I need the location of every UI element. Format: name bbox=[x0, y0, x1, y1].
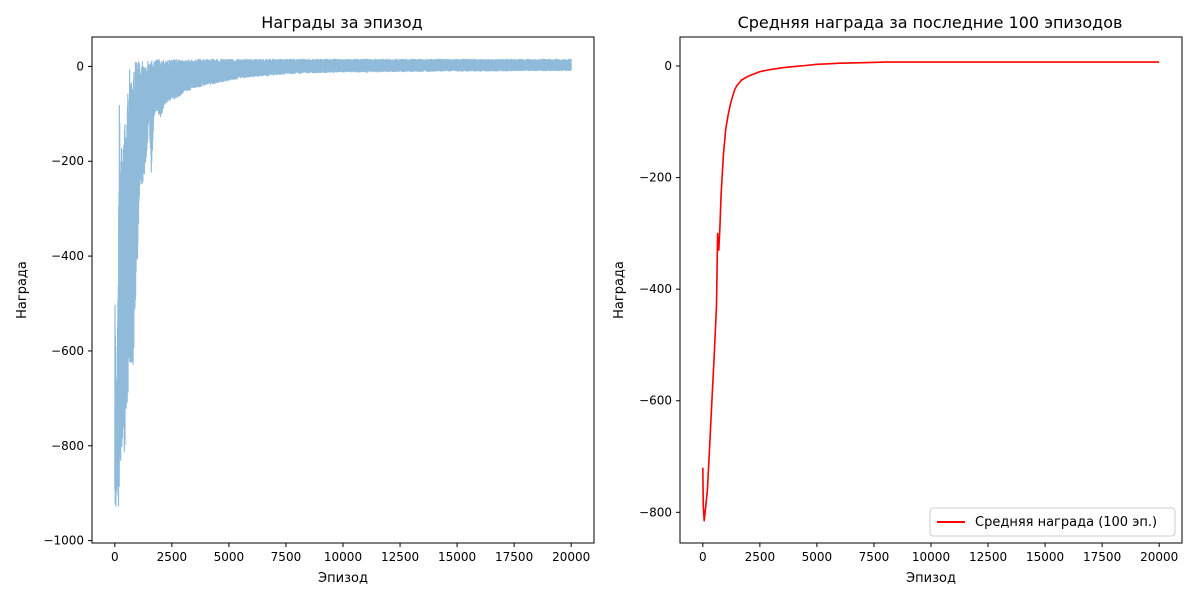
y-tick-label: 0 bbox=[664, 59, 672, 73]
x-tick-label: 5000 bbox=[214, 550, 245, 564]
y-tick-label: −800 bbox=[639, 505, 672, 519]
x-tick-label: 10000 bbox=[324, 550, 362, 564]
y-tick-label: −1000 bbox=[43, 534, 84, 548]
x-tick-label: 20000 bbox=[552, 550, 590, 564]
x-tick-label: 15000 bbox=[438, 550, 476, 564]
x-tick-label: 2500 bbox=[157, 550, 188, 564]
x-tick-label: 0 bbox=[699, 550, 707, 564]
y-tick-label: −200 bbox=[51, 154, 84, 168]
y-tick-label: −600 bbox=[639, 394, 672, 408]
x-axis: 0 2500 5000 7500 10000 12500 15000 17500 20000 bbox=[699, 543, 1178, 564]
x-tick-label: 7500 bbox=[271, 550, 302, 564]
x-tick-label: 17500 bbox=[1083, 550, 1121, 564]
chart-rewards-per-episode: Награды за эпизод 0 2500 5000 7500 10000 1250… bbox=[15, 13, 595, 586]
x-tick-label: 12500 bbox=[969, 550, 1007, 564]
x-tick-label: 20000 bbox=[1140, 550, 1178, 564]
x-tick-label: 2500 bbox=[745, 550, 776, 564]
plot-area bbox=[114, 58, 572, 507]
x-tick-label: 10000 bbox=[912, 550, 950, 564]
series-line bbox=[702, 61, 1160, 522]
x-tick-label: 5000 bbox=[802, 550, 833, 564]
y-tick-label: −400 bbox=[639, 282, 672, 296]
x-tick-label: 0 bbox=[111, 550, 119, 564]
x-axis-label: Эпизод bbox=[906, 571, 956, 586]
x-axis: 0 2500 5000 7500 10000 12500 15000 17500 20000 bbox=[111, 543, 590, 564]
x-tick-label: 7500 bbox=[859, 550, 890, 564]
y-tick-label: 0 bbox=[76, 59, 84, 73]
y-axis: −1000 −800 −600 −400 −200 0 bbox=[43, 59, 92, 548]
legend-box bbox=[929, 507, 1176, 537]
chart-title: Средняя награда за последние 100 эпизодо… bbox=[738, 13, 1123, 32]
y-tick-label: −200 bbox=[639, 171, 672, 185]
series-line bbox=[114, 58, 572, 507]
y-tick-label: −600 bbox=[51, 344, 84, 358]
legend: Средняя награда (100 эп.) bbox=[929, 507, 1176, 537]
y-axis-label: Награда bbox=[15, 261, 30, 319]
y-axis: −800 −600 −400 −200 0 bbox=[639, 59, 680, 519]
x-tick-label: 15000 bbox=[1026, 550, 1064, 564]
x-tick-label: 17500 bbox=[495, 550, 533, 564]
chart-average-reward-100: Средняя награда за последние 100 эпизодо… bbox=[612, 13, 1183, 586]
x-tick-label: 12500 bbox=[381, 550, 419, 564]
chart-title: Награды за эпизод bbox=[261, 13, 422, 32]
y-tick-label: −400 bbox=[51, 249, 84, 263]
x-axis-label: Эпизод bbox=[318, 571, 368, 586]
plot-area bbox=[702, 61, 1160, 522]
y-axis-label: Награда bbox=[612, 261, 627, 319]
legend-label: Средняя награда (100 эп.) bbox=[975, 515, 1157, 530]
y-tick-label: −800 bbox=[51, 439, 84, 453]
